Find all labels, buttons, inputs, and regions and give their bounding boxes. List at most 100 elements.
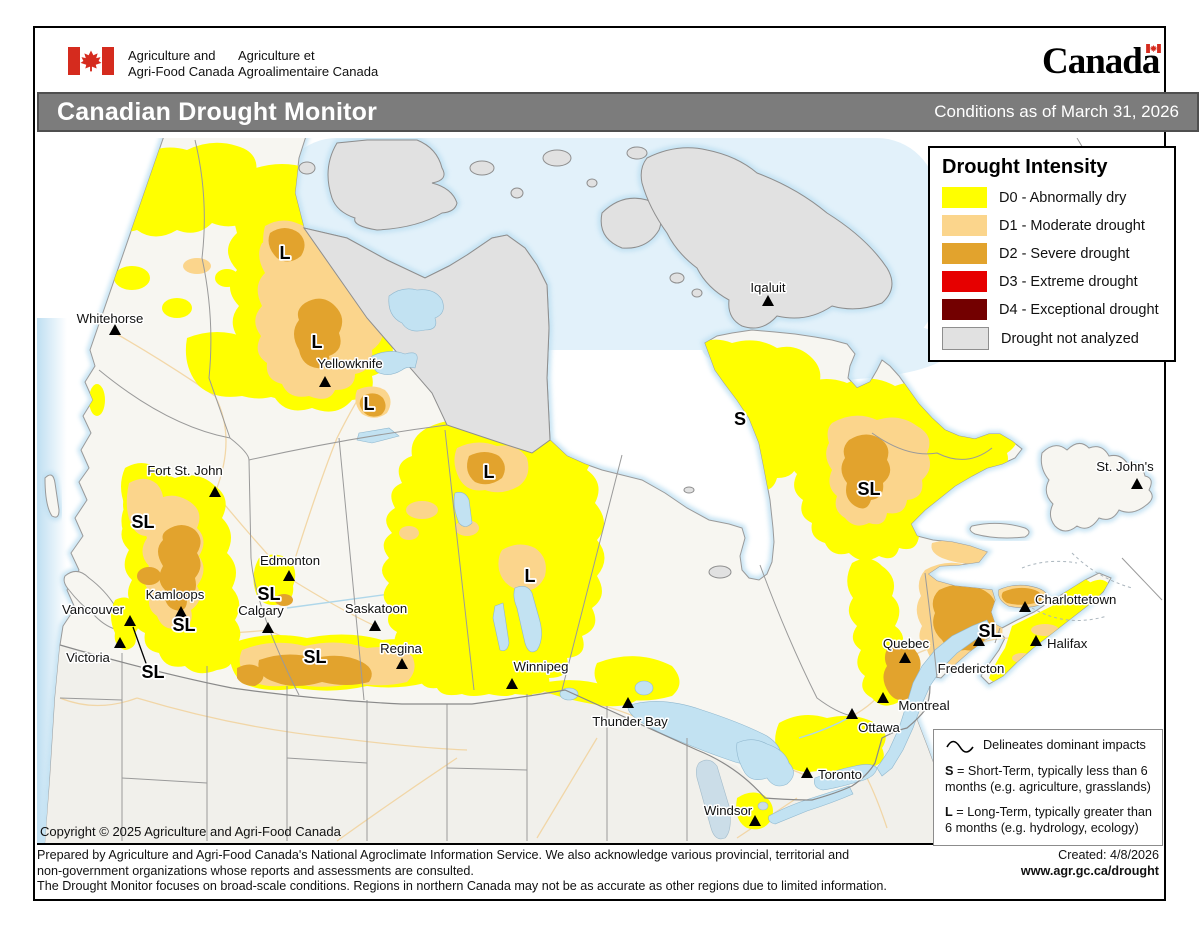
canada-flag-icon xyxy=(68,47,114,75)
conditions-date: Conditions as of March 31, 2026 xyxy=(934,102,1179,121)
canada-us-border xyxy=(59,644,931,801)
legend-label-D4: D4 - Exceptional drought xyxy=(999,301,1159,318)
legend-swatch-D0 xyxy=(942,187,987,208)
city-triangle xyxy=(1030,635,1042,646)
legend-item-D3: D3 - Extreme drought xyxy=(942,271,1164,292)
impact-label: L xyxy=(484,462,495,482)
wordmark-flag-icon xyxy=(1146,44,1161,53)
outer-frame xyxy=(33,26,1166,901)
legend-label-D2: D2 - Severe drought xyxy=(999,245,1130,262)
city-triangle xyxy=(877,692,889,703)
website-url: www.agr.gc.ca/drought xyxy=(1020,863,1159,878)
drought-intensity-legend: Drought Intensity D0 - Abnormally dry D1 … xyxy=(928,146,1176,362)
impact-label: SL xyxy=(857,479,880,499)
department-name-fr: Agriculture et Agroalimentaire Canada xyxy=(238,48,379,79)
canada-wordmark: Canada xyxy=(1042,40,1164,82)
legend-item-D0: D0 - Abnormally dry xyxy=(942,187,1164,208)
city-label: Winnipeg xyxy=(514,659,569,674)
copyright-note: Copyright © 2025 Agriculture and Agri-Fo… xyxy=(40,824,341,839)
city-triangle xyxy=(1019,601,1031,612)
city-label: St. John's xyxy=(1096,459,1154,474)
city-label: Quebec xyxy=(883,636,930,651)
legend-item-D2: D2 - Severe drought xyxy=(942,243,1164,264)
long-term-note: L = Long-Term, typically greater than 6 … xyxy=(945,805,1152,835)
legend-swatch-D2 xyxy=(942,243,987,264)
squiggle-icon xyxy=(946,740,974,753)
legend-rows: D0 - Abnormally dry D1 - Moderate drought… xyxy=(942,187,1164,350)
city-label: Charlottetown xyxy=(1035,592,1116,607)
city-triangle xyxy=(846,708,858,719)
city-triangle xyxy=(114,637,126,648)
city-triangle xyxy=(209,486,221,497)
legend-item-D1: D1 - Moderate drought xyxy=(942,215,1164,236)
impact-label: S xyxy=(734,409,746,429)
impact-label: SL xyxy=(141,662,164,682)
footer-meta: Created: 4/8/2026 www.agr.gc.ca/drought xyxy=(1021,848,1159,895)
city-label: Toronto xyxy=(818,767,862,782)
city-label: Ottawa xyxy=(858,720,900,735)
city-label: Halifax xyxy=(1047,636,1088,651)
city-triangle xyxy=(369,620,381,631)
city-label: Saskatoon xyxy=(345,601,407,616)
legend-label-D0: D0 - Abnormally dry xyxy=(999,189,1127,206)
footer: Prepared by Agriculture and Agri-Food Ca… xyxy=(37,848,1159,895)
city-label: Edmonton xyxy=(260,553,320,568)
legend-swatch-D4 xyxy=(942,299,987,320)
us-land xyxy=(45,645,954,843)
canada-drought-map: Whitehorse Yellowknife Iqaluit Fort St. Joh… xyxy=(37,138,1176,846)
created-date: Created: 4/8/2026 xyxy=(1058,848,1159,862)
impacts-line1: Delineates dominant impacts xyxy=(983,738,1146,753)
city-triangle xyxy=(175,606,187,617)
d2-severe-drought-areas xyxy=(137,228,1043,701)
city-triangle xyxy=(319,376,331,387)
city-label: Calgary xyxy=(238,603,284,618)
short-term-note: S = Short-Term, typically less than 6 mo… xyxy=(945,764,1151,794)
city-label: Thunder Bay xyxy=(592,714,668,729)
city-label: Windsor xyxy=(704,803,753,818)
city-triangle xyxy=(801,767,813,778)
page-title: Canadian Drought Monitor xyxy=(57,97,378,126)
city-triangle xyxy=(622,697,634,708)
city-triangle xyxy=(396,658,408,669)
legend-swatch-D3 xyxy=(942,271,987,292)
legend-swatch-NA xyxy=(942,327,989,350)
department-name-en: Agriculture and Agri-Food Canada xyxy=(128,48,235,79)
city-triangle xyxy=(973,635,985,646)
city-triangle xyxy=(506,678,518,689)
city-triangle xyxy=(109,324,121,335)
impact-label: L xyxy=(312,332,323,352)
province-borders xyxy=(59,139,1001,841)
impact-label: L xyxy=(280,243,291,263)
legend-label-NA: Drought not analyzed xyxy=(1001,330,1139,347)
impact-label: SL xyxy=(978,621,1001,641)
drought-layer xyxy=(89,142,1109,830)
city-label: Vancouver xyxy=(62,602,125,617)
impacts-legend: Delineates dominant impacts S = Short-Te… xyxy=(933,729,1163,846)
legend-swatch-D1 xyxy=(942,215,987,236)
city-label: Victoria xyxy=(66,650,110,665)
impact-label: L xyxy=(364,394,375,414)
city-label: Montreal xyxy=(898,698,949,713)
legend-item-D4: D4 - Exceptional drought xyxy=(942,299,1164,320)
city-markers-layer: Whitehorse Yellowknife Iqaluit Fort St. Joh… xyxy=(60,279,1156,826)
city-label: Fort St. John xyxy=(147,463,223,478)
impact-label: SL xyxy=(303,647,326,667)
city-triangle xyxy=(1131,478,1143,489)
impact-leader-line xyxy=(132,626,148,667)
city-label: Fredericton xyxy=(938,661,1005,676)
legend-item-NA: Drought not analyzed xyxy=(942,327,1164,350)
city-label: Whitehorse xyxy=(77,311,144,326)
city-triangle xyxy=(899,652,911,663)
city-label: Iqaluit xyxy=(750,280,786,295)
impact-label: SL xyxy=(131,512,154,532)
title-bar: Canadian Drought Monitor Conditions as o… xyxy=(37,92,1199,132)
footer-notes: Prepared by Agriculture and Agri-Food Ca… xyxy=(37,848,887,894)
impact-label: SL xyxy=(257,584,280,604)
legend-label-D1: D1 - Moderate drought xyxy=(999,217,1145,234)
impact-label: SL xyxy=(172,615,195,635)
impact-labels-layer: L L L L L S SL SL SL SL SL SL SL xyxy=(130,241,1004,684)
legend-label-D3: D3 - Extreme drought xyxy=(999,273,1138,290)
city-label: Kamloops xyxy=(146,587,205,602)
city-triangle xyxy=(124,615,136,626)
